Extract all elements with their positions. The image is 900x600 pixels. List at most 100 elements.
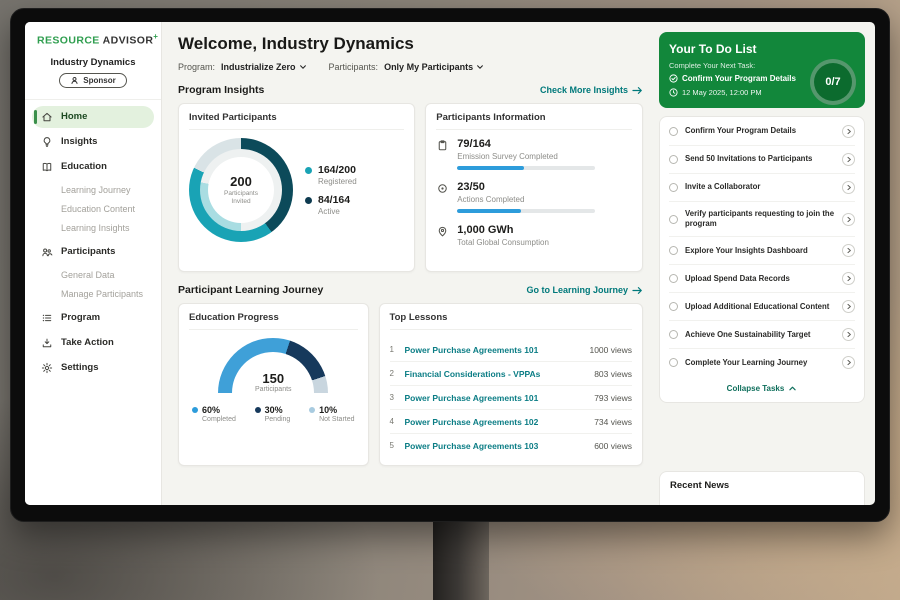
task-checkbox[interactable] [669,127,678,136]
program-filter-label: Program: [178,62,216,72]
task-checkbox[interactable] [669,214,678,224]
todo-next-task: Confirm Your Program Details [669,74,807,83]
task-row-achieve-target[interactable]: Achieve One Sustainability Target [669,321,855,350]
lesson-rank: 4 [389,417,394,426]
legend-dot-active [305,197,312,204]
todo-next-due: 12 May 2025, 12:00 PM [669,88,855,97]
task-label: Verify participants requesting to join t… [685,209,835,229]
sidebar: RESOURCE ADVISOR+ Industry Dynamics Spon… [25,22,162,505]
task-checkbox[interactable] [669,246,678,256]
task-checkbox[interactable] [669,358,678,368]
lesson-link[interactable]: Power Purchase Agreements 101 [404,344,539,355]
lesson-row: 3 Power Purchase Agreements 101 793 view… [389,386,632,410]
chevron-right-icon[interactable] [842,181,855,194]
lesson-link[interactable]: Power Purchase Agreements 102 [404,416,539,427]
info-label: Emission Survey Completed [457,152,558,161]
todo-next-task-label: Confirm Your Program Details [682,74,796,83]
sidebar-item-take-action[interactable]: Take Action [32,332,154,354]
sidebar-item-settings[interactable]: Settings [32,357,154,379]
task-row-send-invitations[interactable]: Send 50 Invitations to Participants [669,146,855,174]
chevron-right-icon[interactable] [842,244,855,258]
legend-item: 30% Pending [254,405,291,423]
participants-filter-dropdown[interactable]: Only My Participants [384,62,484,72]
task-checkbox[interactable] [669,155,678,164]
task-checkbox[interactable] [669,274,678,284]
todo-title: Your To Do List [669,42,757,56]
sponsor-badge-label: Sponsor [83,75,116,85]
task-row-complete-journey[interactable]: Complete Your Learning Journey [669,349,855,376]
collapse-tasks-button[interactable]: Collapse Tasks [669,376,855,401]
sidebar-item-program[interactable]: Program [32,307,154,329]
book-icon [42,162,52,171]
info-label: Actions Completed [457,195,525,204]
chevron-right-icon[interactable] [842,125,855,138]
lesson-link[interactable]: Power Purchase Agreements 101 [404,392,539,403]
gear-icon [41,362,53,373]
arrow-right-icon [632,86,642,94]
top-lessons-card: Top Lessons 1 Power Purchase Agreements … [378,303,643,466]
sidebar-item-insights[interactable]: Insights [32,131,154,153]
task-checkbox[interactable] [669,330,678,340]
learning-journey-header: Participant Learning Journey Go to Learn… [178,284,643,296]
progress-bar [457,166,596,170]
gauge-value: 150 [262,371,285,386]
chevron-right-icon[interactable] [842,212,855,226]
lesson-views: 1000 views [589,344,632,355]
legend-value: 30% [264,405,283,415]
collapse-tasks-label: Collapse Tasks [726,384,785,394]
legend-label: Completed [202,416,236,423]
sidebar-item-participants[interactable]: Participants [32,241,154,263]
link-label: Go to Learning Journey [526,285,628,295]
sidebar-item-learning-insights[interactable]: Learning Insights [61,223,130,233]
task-row-upload-spend-data[interactable]: Upload Spend Data Records [669,265,855,294]
go-to-learning-journey-link[interactable]: Go to Learning Journey [526,285,643,295]
lesson-link[interactable]: Power Purchase Agreements 103 [404,440,539,451]
todo-task-list: Confirm Your Program Details Send 50 Inv… [659,116,865,404]
task-checkbox[interactable] [669,302,678,312]
program-filter-dropdown[interactable]: Industrialize Zero [221,62,307,72]
program-filter-value: Industrialize Zero [221,62,296,72]
task-label: Send 50 Invitations to Participants [685,154,813,164]
chevron-right-icon[interactable] [842,153,855,166]
lesson-views: 734 views [594,416,632,427]
program-insights-header: Program Insights Check More Insights [178,84,643,96]
task-row-confirm-program[interactable]: Confirm Your Program Details [669,118,855,146]
sidebar-item-label: Home [61,111,88,122]
legend-item: 84/164 Active [305,194,357,216]
task-checkbox[interactable] [669,183,678,192]
legend-item: 60% Completed [192,405,236,423]
chevron-right-icon[interactable] [842,300,855,314]
chevron-right-icon[interactable] [842,328,855,342]
todo-next-due-label: 12 May 2025, 12:00 PM [682,88,762,97]
legend-item: 164/200 Registered [305,164,357,186]
lesson-link[interactable]: Financial Considerations - VPPAs [404,368,541,379]
task-row-upload-educational-content[interactable]: Upload Additional Educational Content [669,293,855,322]
sidebar-item-label: Education [61,161,107,172]
legend-value: 164/200 [318,164,356,176]
sidebar-item-education[interactable]: Education [32,156,154,178]
sidebar-item-general-data[interactable]: General Data [61,270,115,280]
chevron-right-icon[interactable] [842,356,855,370]
chevron-right-icon[interactable] [842,272,855,286]
check-more-insights-link[interactable]: Check More Insights [540,85,643,95]
check-circle-icon [669,74,678,83]
task-row-verify-participants[interactable]: Verify participants requesting to join t… [669,202,855,238]
task-row-explore-insights[interactable]: Explore Your Insights Dashboard [669,237,855,266]
legend-value: 10% [319,405,338,415]
sidebar-item-education-content[interactable]: Education Content [61,204,136,214]
sidebar-item-learning-journey[interactable]: Learning Journey [61,185,131,195]
lesson-rank: 5 [389,441,394,450]
download-action-icon [42,338,52,347]
legend-label: Pending [264,416,291,423]
lesson-views: 803 views [594,368,632,379]
sidebar-item-home[interactable]: Home [32,105,154,128]
insights-cards-row: Invited Participants 200 Participants In… [178,103,643,272]
org-block: Industry Dynamics Sponsor [25,57,161,100]
logo-plus: + [153,32,159,41]
section-title: Program Insights [178,84,265,96]
sidebar-item-manage-participants[interactable]: Manage Participants [61,289,144,299]
section-title: Participant Learning Journey [178,284,324,296]
task-row-invite-collaborator[interactable]: Invite a Collaborator [669,174,855,202]
lesson-rank: 3 [389,393,394,402]
task-label: Confirm Your Program Details [685,126,797,136]
